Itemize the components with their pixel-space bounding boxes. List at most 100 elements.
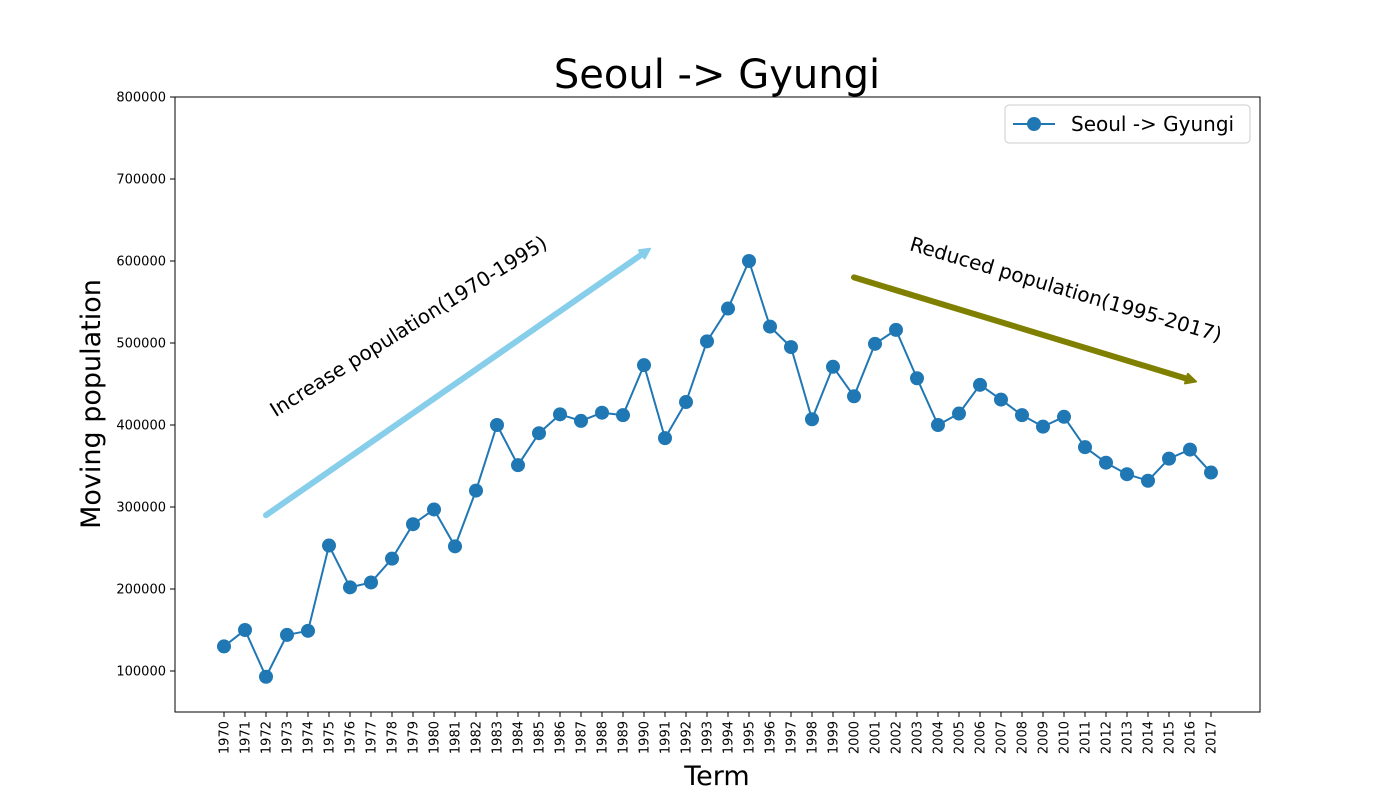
x-tick-label: 1993 (701, 721, 716, 754)
data-point (994, 392, 1008, 407)
annotation-arrowhead (1183, 372, 1197, 385)
y-tick-label: 600000 (116, 255, 166, 270)
x-tick-label: 1976 (344, 721, 359, 754)
data-point (973, 377, 987, 392)
x-tick-label: 1995 (743, 721, 758, 754)
x-tick-label: 2014 (1142, 721, 1157, 754)
data-point (280, 627, 294, 642)
y-axis-label: Moving population (76, 279, 107, 529)
legend-box (1004, 104, 1251, 144)
x-tick-label: 2017 (1205, 721, 1220, 754)
x-tick-label: 1980 (428, 721, 443, 754)
data-point (448, 539, 462, 554)
data-point (1162, 451, 1176, 466)
data-point (1183, 442, 1197, 457)
data-point (1141, 473, 1155, 488)
y-tick-label: 200000 (116, 583, 166, 598)
data-point (385, 551, 399, 566)
x-tick-label: 1981 (449, 721, 464, 754)
data-point (700, 334, 714, 349)
data-point (343, 580, 357, 595)
x-tick-label: 1997 (785, 721, 800, 754)
x-tick-label: 2010 (1058, 721, 1073, 754)
plot-area (174, 96, 1261, 713)
x-tick-label: 1984 (512, 721, 527, 754)
data-point (301, 623, 315, 638)
x-tick-label: 2012 (1100, 721, 1115, 754)
data-point (679, 395, 693, 410)
x-tick-label: 2009 (1037, 721, 1052, 754)
x-axis: 1970 1971 1972 1973 1974 1975 1976 1977 1978 1979… (218, 712, 1220, 754)
x-tick-label: 1983 (491, 721, 506, 754)
data-point (490, 418, 504, 432)
x-tick-label: 2016 (1184, 721, 1199, 754)
annotation-arrow (851, 274, 1190, 382)
x-tick-label: 2006 (974, 721, 989, 754)
x-tick-label: 1978 (386, 721, 401, 754)
series-layer (217, 254, 1218, 684)
x-tick-label: 1972 (260, 721, 275, 754)
legend-label: Seoul -> Gyungi (1071, 112, 1234, 136)
data-point (742, 254, 756, 268)
data-point (1036, 419, 1050, 434)
x-tick-label: 1987 (575, 721, 590, 754)
data-point (217, 639, 231, 654)
x-tick-label: 2001 (869, 721, 884, 754)
data-point (658, 431, 672, 446)
x-tick-label: 1991 (659, 721, 674, 754)
data-point (532, 426, 546, 441)
data-point (1015, 408, 1029, 423)
x-tick-label: 2015 (1163, 721, 1178, 754)
data-point (910, 371, 924, 386)
x-tick-label: 2007 (995, 721, 1010, 754)
x-tick-label: 2004 (932, 721, 947, 754)
x-tick-label: 1970 (218, 721, 233, 754)
data-point (427, 502, 441, 517)
y-tick-label: 300000 (116, 501, 166, 516)
x-tick-label: 2005 (953, 721, 968, 754)
data-point (574, 413, 588, 428)
x-tick-label: 2008 (1016, 721, 1031, 754)
data-point (595, 405, 609, 420)
data-point (1099, 455, 1113, 470)
data-point (931, 418, 945, 432)
data-point (616, 408, 630, 423)
x-tick-label: 1989 (617, 721, 632, 754)
y-tick-label: 800000 (116, 91, 166, 106)
y-tick-label: 100000 (116, 665, 166, 680)
data-point (952, 406, 966, 421)
x-tick-label: 1992 (680, 721, 695, 754)
y-tick-label: 400000 (116, 419, 166, 434)
data-point (826, 359, 840, 374)
data-point (553, 407, 567, 422)
x-tick-label: 1988 (596, 721, 611, 754)
x-tick-label: 1986 (554, 721, 569, 754)
data-point (721, 301, 735, 316)
x-tick-label: 1996 (764, 721, 779, 754)
x-tick-label: 1985 (533, 721, 548, 754)
x-tick-label: 1979 (407, 721, 422, 754)
x-tick-label: 2003 (911, 721, 926, 754)
y-tick-label: 700000 (116, 173, 166, 188)
data-point (1120, 467, 1134, 482)
y-axis: 100000 200000 300000 400000 500000 600000 7000… (116, 91, 175, 680)
x-tick-label: 1982 (470, 721, 485, 754)
x-axis-label: Term (683, 761, 749, 792)
data-point (1078, 440, 1092, 455)
legend-marker (1027, 117, 1041, 131)
chart-title: Seoul -> Gyungi (554, 52, 880, 98)
x-tick-label: 1994 (722, 721, 737, 754)
x-tick-label: 1977 (365, 721, 380, 754)
data-point (322, 538, 336, 553)
data-point (469, 483, 483, 498)
data-point (406, 517, 420, 532)
data-point (847, 389, 861, 404)
data-point (238, 623, 252, 637)
data-point (364, 575, 378, 590)
x-tick-label: 1998 (806, 721, 821, 754)
data-point (784, 340, 798, 355)
x-tick-label: 1973 (281, 721, 296, 754)
data-point (868, 336, 882, 351)
data-point (805, 412, 819, 427)
